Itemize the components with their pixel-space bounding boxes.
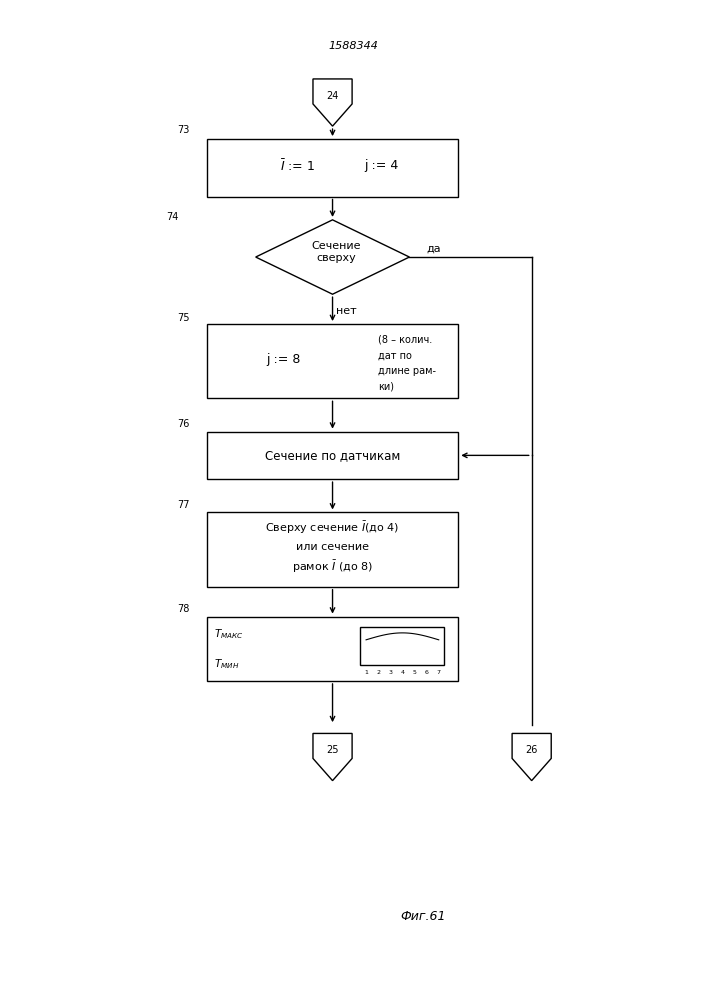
Text: 73: 73 [177, 125, 189, 135]
Bar [206, 512, 458, 587]
Text: 75: 75 [177, 313, 189, 323]
Text: дат по: дат по [378, 350, 412, 360]
Polygon shape [256, 220, 409, 294]
Polygon shape [313, 733, 352, 781]
Text: 3: 3 [388, 670, 392, 675]
Text: нет: нет [337, 306, 357, 316]
Bar [361, 627, 444, 665]
Text: $T_{МИН}$: $T_{МИН}$ [214, 657, 239, 671]
Text: 74: 74 [166, 212, 179, 222]
Bar [206, 139, 458, 197]
Text: 1: 1 [364, 670, 368, 675]
Polygon shape [512, 733, 551, 781]
Text: рамок $\bar{I}$ (до 8): рамок $\bar{I}$ (до 8) [292, 558, 373, 575]
Text: j := 4: j := 4 [364, 159, 399, 172]
Polygon shape [313, 79, 352, 126]
Text: да: да [427, 244, 441, 254]
Text: длине рам-: длине рам- [378, 366, 436, 376]
Text: Сверху сечение $\bar{I}$(до 4): Сверху сечение $\bar{I}$(до 4) [265, 520, 399, 536]
Bar [206, 617, 458, 681]
Text: 77: 77 [177, 500, 189, 510]
Text: 2: 2 [376, 670, 380, 675]
Text: 24: 24 [327, 91, 339, 101]
Text: 7: 7 [437, 670, 440, 675]
Text: 78: 78 [177, 604, 189, 614]
Text: $T_{МАКС}$: $T_{МАКС}$ [214, 627, 243, 641]
Text: $\bar{I}$ := 1: $\bar{I}$ := 1 [280, 158, 315, 174]
Text: Сечение
сверху: Сечение сверху [311, 241, 361, 263]
Bar [206, 324, 458, 398]
Text: 4: 4 [400, 670, 404, 675]
Text: 6: 6 [425, 670, 428, 675]
Text: 1588344: 1588344 [329, 41, 378, 51]
Text: (8 – колич.: (8 – колич. [378, 334, 432, 344]
Text: Фиг.61: Фиг.61 [401, 910, 446, 923]
Bar [206, 432, 458, 479]
Text: или сечение: или сечение [296, 542, 369, 552]
Text: 5: 5 [413, 670, 416, 675]
Text: Сечение по датчикам: Сечение по датчикам [265, 449, 400, 462]
Text: 76: 76 [177, 419, 189, 429]
Text: j := 8: j := 8 [267, 353, 300, 366]
Text: ки): ки) [378, 382, 394, 392]
Text: 25: 25 [327, 745, 339, 755]
Text: 26: 26 [525, 745, 538, 755]
